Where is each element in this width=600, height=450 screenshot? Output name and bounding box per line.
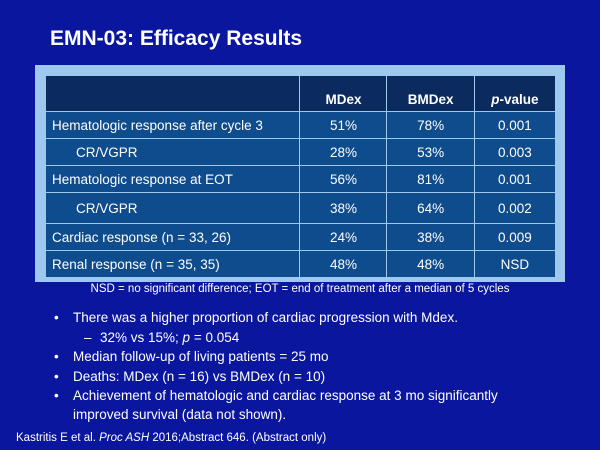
- table-row: Cardiac response (n = 33, 26) 24% 38% 0.009: [44, 223, 557, 251]
- pvalue-cell: 0.001: [473, 111, 557, 139]
- header-mdex: MDex: [299, 75, 388, 112]
- bmdex-cell: 78%: [386, 111, 475, 139]
- citation-journal: Proc ASH: [99, 432, 150, 444]
- mdex-cell: 38%: [299, 192, 388, 224]
- bmdex-cell: 48%: [386, 250, 475, 278]
- bullet-item: • There was a higher proportion of cardia…: [54, 310, 458, 325]
- bullet-continuation: improved survival (data not shown).: [73, 407, 287, 422]
- dash-icon: –: [84, 330, 92, 345]
- citation-details: 2016;Abstract 646. (Abstract only): [149, 432, 327, 444]
- pvalue-cell: NSD: [473, 250, 557, 278]
- bullet-item: • Achievement of hematologic and cardiac …: [54, 388, 498, 403]
- bullet-text: Achievement of hematologic and cardiac r…: [73, 388, 498, 403]
- header-pvalue: p-value: [473, 75, 557, 112]
- bullet-icon: •: [54, 310, 59, 325]
- mdex-cell: 56%: [299, 165, 388, 193]
- table-row: Hematologic response at EOT 56% 81% 0.001: [44, 165, 557, 193]
- citation: Kastritis E et al. Proc ASH 2016;Abstrac…: [16, 432, 326, 444]
- header-blank: [44, 75, 301, 112]
- row-label: Renal response (n = 35, 35): [44, 250, 301, 278]
- bullet-icon: •: [54, 388, 59, 403]
- bmdex-cell: 53%: [386, 138, 475, 166]
- bmdex-cell: 38%: [386, 223, 475, 251]
- slide-title: EMN-03: Efficacy Results: [50, 27, 303, 50]
- p-italic: p: [182, 330, 191, 345]
- bullet-text: Median follow-up of living patients = 25…: [73, 349, 329, 364]
- pvalue-cell: 0.002: [473, 192, 557, 224]
- pvalue-cell: 0.003: [473, 138, 557, 166]
- mdex-cell: 48%: [299, 250, 388, 278]
- pvalue-cell: 0.009: [473, 223, 557, 251]
- citation-authors: Kastritis E et al.: [16, 432, 100, 444]
- value-label: -value: [499, 92, 539, 107]
- mdex-cell: 28%: [299, 138, 388, 166]
- row-label: CR/VGPR: [44, 138, 301, 166]
- sub-bullet-item: –32% vs 15%; p = 0.054: [84, 330, 240, 345]
- bullet-text: There was a higher proportion of cardiac…: [73, 310, 458, 325]
- efficacy-table: MDex BMDex p-value Hematologic response …: [44, 75, 557, 278]
- sub-text-end: = 0.054: [190, 330, 240, 345]
- bullet-item: • Deaths: MDex (n = 16) vs BMDex (n = 10): [54, 369, 326, 384]
- sub-text: 32% vs 15%;: [100, 330, 183, 345]
- mdex-cell: 51%: [299, 111, 388, 139]
- bullet-icon: •: [54, 349, 59, 364]
- bmdex-cell: 64%: [386, 192, 475, 224]
- mdex-cell: 24%: [299, 223, 388, 251]
- table-row: Renal response (n = 35, 35) 48% 48% NSD: [44, 250, 557, 278]
- p-italic: p: [491, 92, 500, 107]
- bullet-text: Deaths: MDex (n = 16) vs BMDex (n = 10): [73, 369, 326, 384]
- bmdex-cell: 81%: [386, 165, 475, 193]
- bullet-item: • Median follow-up of living patients = 2…: [54, 349, 329, 364]
- header-bmdex: BMDex: [386, 75, 475, 112]
- footnote: NSD = no significant difference; EOT = e…: [90, 283, 510, 295]
- table-row: Hematologic response after cycle 3 51% 78%…: [44, 111, 557, 139]
- pvalue-cell: 0.001: [473, 165, 557, 193]
- table-header-row: MDex BMDex p-value: [44, 75, 557, 112]
- row-label: Cardiac response (n = 33, 26): [44, 223, 301, 251]
- row-label: Hematologic response after cycle 3: [44, 111, 301, 139]
- table-row: CR/VGPR 28% 53% 0.003: [44, 138, 557, 166]
- row-label: CR/VGPR: [44, 192, 301, 224]
- row-label: Hematologic response at EOT: [44, 165, 301, 193]
- table-row: CR/VGPR 38% 64% 0.002: [44, 192, 557, 224]
- bullet-icon: •: [54, 369, 59, 384]
